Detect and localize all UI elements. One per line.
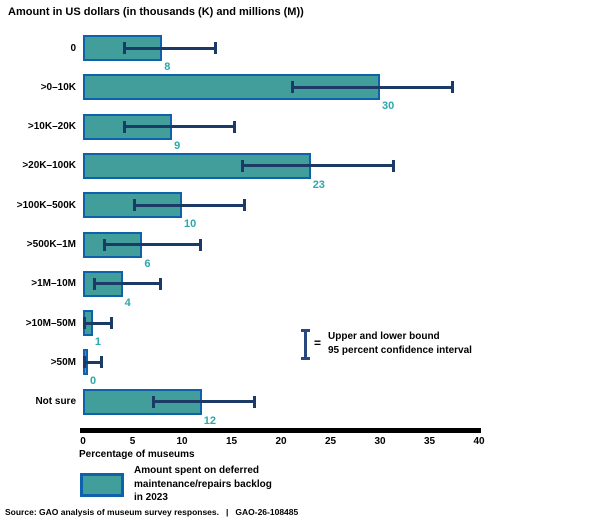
series-legend-line-3: in 2023 xyxy=(134,492,168,503)
ci-legend-line-1: Upper and lower bound xyxy=(328,331,440,342)
error-bar-line xyxy=(92,282,163,286)
x-tick-label: 10 xyxy=(176,436,188,447)
series-swatch xyxy=(80,473,124,497)
error-bar-cap-right xyxy=(233,120,237,133)
value-label: 23 xyxy=(312,178,325,191)
series-legend-line-2: maintenance/repairs backlog xyxy=(134,478,272,490)
report-number: GAO-26-108485 xyxy=(235,507,299,517)
category-label: >500K–1M xyxy=(26,239,76,250)
x-tick-label: 15 xyxy=(225,436,238,447)
chart-title: Amount in US dollars (in thousands (K) a… xyxy=(8,6,304,18)
x-axis-title: Percentage of museums xyxy=(79,449,195,460)
equals-sign: = xyxy=(314,336,322,350)
error-bar-line xyxy=(83,321,113,325)
error-bar-cap-right xyxy=(109,317,113,330)
bar xyxy=(83,152,311,179)
value-label: 1 xyxy=(94,336,102,349)
error-bar-cap-right xyxy=(198,238,202,251)
x-tick-label: 30 xyxy=(374,436,386,447)
value-label: 0 xyxy=(90,375,97,388)
error-bar-cap-left xyxy=(290,81,294,94)
error-bar-line xyxy=(241,164,395,168)
category-label: >1M–10M xyxy=(31,278,76,290)
value-label: 30 xyxy=(382,100,395,113)
value-label: 12 xyxy=(203,414,217,427)
confidence-interval-legend: = Upper and lower bound 95 percent confi… xyxy=(301,328,501,362)
error-bar-cap-right xyxy=(253,395,257,408)
error-bar-cap-right xyxy=(159,277,163,290)
source-line: Source: GAO analysis of museum survey re… xyxy=(5,507,298,517)
error-bar-line xyxy=(122,125,237,129)
x-tick-label: 35 xyxy=(423,436,436,447)
source-separator: | xyxy=(226,507,229,517)
value-label: 9 xyxy=(174,139,181,152)
ci-legend-line-2: 95 percent confidence interval xyxy=(328,345,472,356)
x-tick-label: 40 xyxy=(473,436,485,447)
x-axis-line xyxy=(80,428,481,433)
category-label: >50M xyxy=(50,356,76,368)
error-bar-cap-left xyxy=(83,317,86,330)
error-bar-cap-left xyxy=(241,159,245,172)
error-bar-line xyxy=(122,46,217,50)
error-bar-cap-left xyxy=(122,120,126,133)
error-bar-cap-left xyxy=(132,199,136,212)
source-text: Source: GAO analysis of museum survey re… xyxy=(5,507,219,517)
category-label: >0–10K xyxy=(40,81,76,93)
value-label: 8 xyxy=(164,61,171,73)
error-bar-cap-right xyxy=(243,199,247,212)
x-tick-label: 25 xyxy=(324,436,337,447)
error-bar-icon xyxy=(301,329,310,360)
error-bar-cap-left xyxy=(83,356,86,369)
series-legend-text: Amount spent on deferred maintenance/rep… xyxy=(134,464,354,505)
error-bar-cap-left xyxy=(122,42,126,54)
category-label: 0 xyxy=(70,42,76,54)
series-legend-line-1: Amount spent on deferred xyxy=(134,465,260,476)
error-bar-line xyxy=(132,203,247,207)
category-label: >10K–20K xyxy=(27,121,76,133)
error-bar-cap-left xyxy=(102,238,106,251)
value-label: 4 xyxy=(124,296,131,309)
category-label: Not sure xyxy=(35,396,76,408)
error-bar-line xyxy=(290,85,455,89)
error-bar-line xyxy=(83,360,103,364)
error-bar-line xyxy=(102,243,202,246)
error-bar-cap-left xyxy=(92,277,96,290)
category-label: >100K–500K xyxy=(16,199,76,211)
error-bar-cap-right xyxy=(451,81,455,94)
plot-area: 0 8 >0–10K 30 >10K–20K 9 >20K–100K 23 >100K–500K… xyxy=(16,35,455,427)
ci-legend-text: Upper and lower bound 95 percent confide… xyxy=(328,330,472,358)
category-label: >10M–50M xyxy=(25,317,76,329)
x-tick-label: 20 xyxy=(275,436,287,447)
error-bar-cap-right xyxy=(99,356,103,369)
error-bar-cap-right xyxy=(391,159,395,172)
value-label: 6 xyxy=(144,257,151,270)
category-label: >20K–100K xyxy=(22,160,76,172)
x-tick-label: 0 xyxy=(80,436,86,447)
error-bar-line xyxy=(152,400,257,404)
error-bar-cap-left xyxy=(152,395,156,408)
error-bar-cap-right xyxy=(213,42,217,54)
x-tick-label: 5 xyxy=(129,436,136,447)
value-label: 10 xyxy=(184,218,197,231)
